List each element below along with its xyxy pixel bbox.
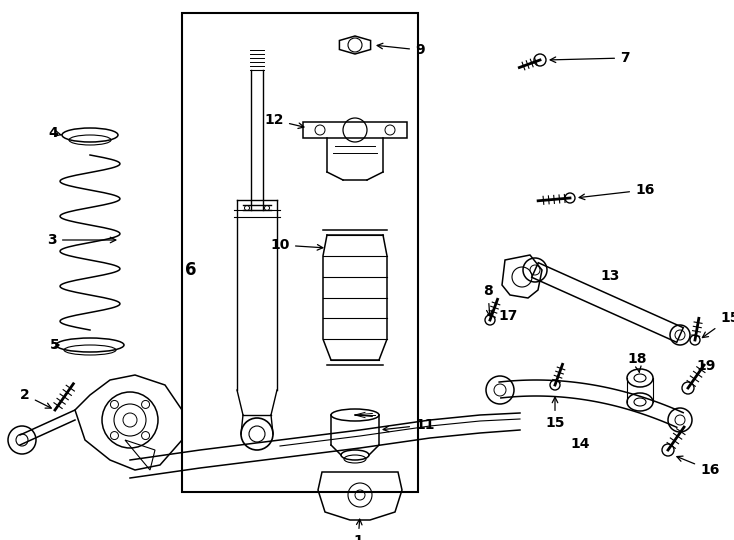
Circle shape	[662, 444, 674, 456]
Circle shape	[534, 54, 546, 66]
Text: 10: 10	[271, 238, 323, 252]
Text: 7: 7	[550, 51, 630, 65]
Text: 6: 6	[185, 261, 197, 279]
Text: 16: 16	[677, 456, 719, 477]
Text: 11: 11	[383, 418, 435, 432]
Text: 2: 2	[21, 388, 51, 408]
Text: 14: 14	[570, 437, 589, 451]
Text: 4: 4	[48, 126, 61, 140]
Text: 15: 15	[545, 397, 564, 430]
Text: 18: 18	[628, 352, 647, 372]
Text: 8: 8	[483, 284, 493, 316]
Text: 5: 5	[50, 338, 60, 352]
Circle shape	[485, 315, 495, 325]
Text: 3: 3	[48, 233, 116, 247]
Circle shape	[690, 335, 700, 345]
Circle shape	[550, 380, 560, 390]
Text: 12: 12	[264, 113, 304, 129]
Text: 1: 1	[353, 519, 363, 540]
Text: 15: 15	[702, 311, 734, 338]
Circle shape	[565, 193, 575, 203]
Text: 13: 13	[600, 269, 619, 283]
Bar	[303, 122, 407, 138]
Text: 9: 9	[377, 43, 425, 57]
Text: 16: 16	[579, 183, 655, 200]
Bar	[182, 13, 418, 492]
Text: 17: 17	[498, 309, 517, 323]
Circle shape	[682, 382, 694, 394]
Text: 19: 19	[696, 359, 716, 373]
